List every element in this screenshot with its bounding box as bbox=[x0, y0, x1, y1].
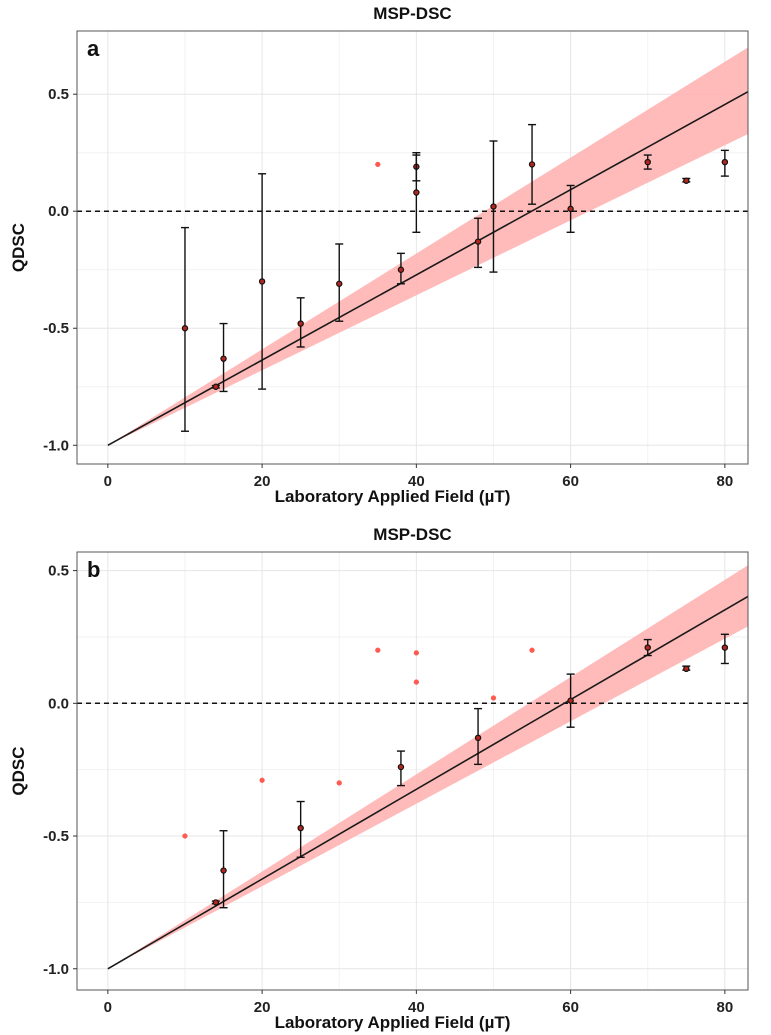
x-tick-label: 20 bbox=[254, 999, 271, 1016]
y-tick-label: 0.0 bbox=[48, 695, 69, 712]
panel-a: 0 20 40 60 80 -1.0 -0.5 0.0 0.5 MSP-DSC a Laborator… bbox=[9, 4, 749, 506]
data-point bbox=[397, 763, 405, 771]
x-tick-label: 40 bbox=[408, 473, 425, 490]
data-point bbox=[644, 644, 651, 651]
data-point bbox=[297, 824, 304, 832]
panel-label: a bbox=[87, 36, 100, 61]
panel-border bbox=[76, 551, 749, 991]
data-point bbox=[297, 320, 304, 327]
y-tick-label: -0.5 bbox=[43, 320, 69, 337]
data-point bbox=[220, 355, 227, 362]
data-point bbox=[644, 158, 651, 166]
data-point bbox=[567, 205, 574, 213]
excluded-data-point bbox=[259, 777, 265, 783]
confidence-band bbox=[107, 47, 748, 446]
data-point bbox=[490, 203, 497, 210]
plot-area bbox=[77, 552, 748, 990]
data-point bbox=[721, 644, 729, 651]
panel-label: b bbox=[87, 557, 100, 582]
x-tick-label: 40 bbox=[408, 999, 425, 1016]
data-point bbox=[474, 734, 482, 742]
data-point bbox=[567, 697, 574, 704]
x-tick-label: 80 bbox=[717, 999, 734, 1016]
data-point bbox=[683, 177, 690, 184]
x-axis-title: Laboratory Applied Field (µT) bbox=[275, 1013, 511, 1032]
panel-b: 0 20 40 60 80 -1.0 -0.5 0.0 0.5 MSP-DSC b Laborator… bbox=[9, 525, 749, 1032]
y-tick-label: -1.0 bbox=[43, 961, 69, 978]
regression-line bbox=[107, 595, 749, 970]
y-tick-label: 0.0 bbox=[48, 203, 69, 220]
x-axis-title: Laboratory Applied Field (µT) bbox=[275, 487, 511, 506]
y-tick-label: -0.5 bbox=[43, 828, 69, 845]
y-axis-title: QDSC bbox=[9, 746, 28, 795]
data-point bbox=[212, 899, 220, 906]
x-tick-label: 0 bbox=[104, 473, 112, 490]
x-tick-label: 60 bbox=[562, 999, 579, 1016]
excluded-data-point bbox=[413, 679, 420, 685]
chart-title: MSP-DSC bbox=[373, 4, 451, 23]
data-point bbox=[220, 867, 227, 874]
plot-area bbox=[77, 31, 748, 464]
excluded-data-point bbox=[336, 780, 342, 786]
y-tick-label: -1.0 bbox=[43, 437, 69, 454]
y-axis-title: QDSC bbox=[9, 223, 28, 272]
excluded-data-point bbox=[413, 650, 420, 656]
chart-title: MSP-DSC bbox=[373, 525, 451, 544]
data-point bbox=[397, 266, 405, 273]
y-tick-label: 0.5 bbox=[48, 563, 69, 580]
excluded-data-point bbox=[529, 647, 535, 653]
x-tick-label: 80 bbox=[717, 473, 734, 490]
excluded-data-point bbox=[375, 161, 381, 168]
panel-border bbox=[76, 30, 749, 465]
x-tick-label: 60 bbox=[562, 473, 579, 490]
data-point bbox=[474, 238, 482, 245]
x-tick-label: 0 bbox=[104, 999, 112, 1016]
data-point bbox=[258, 278, 266, 285]
data-point bbox=[683, 665, 690, 673]
data-point bbox=[413, 189, 420, 196]
excluded-data-point bbox=[182, 833, 188, 839]
data-point bbox=[336, 280, 343, 287]
data-point bbox=[721, 158, 729, 166]
data-point bbox=[528, 161, 536, 168]
data-point bbox=[181, 325, 189, 332]
excluded-data-point bbox=[375, 647, 381, 653]
y-tick-label: 0.5 bbox=[48, 86, 69, 103]
data-point bbox=[212, 383, 220, 390]
x-tick-label: 20 bbox=[254, 473, 271, 490]
excluded-data-point bbox=[490, 695, 497, 701]
confidence-band bbox=[107, 565, 748, 969]
